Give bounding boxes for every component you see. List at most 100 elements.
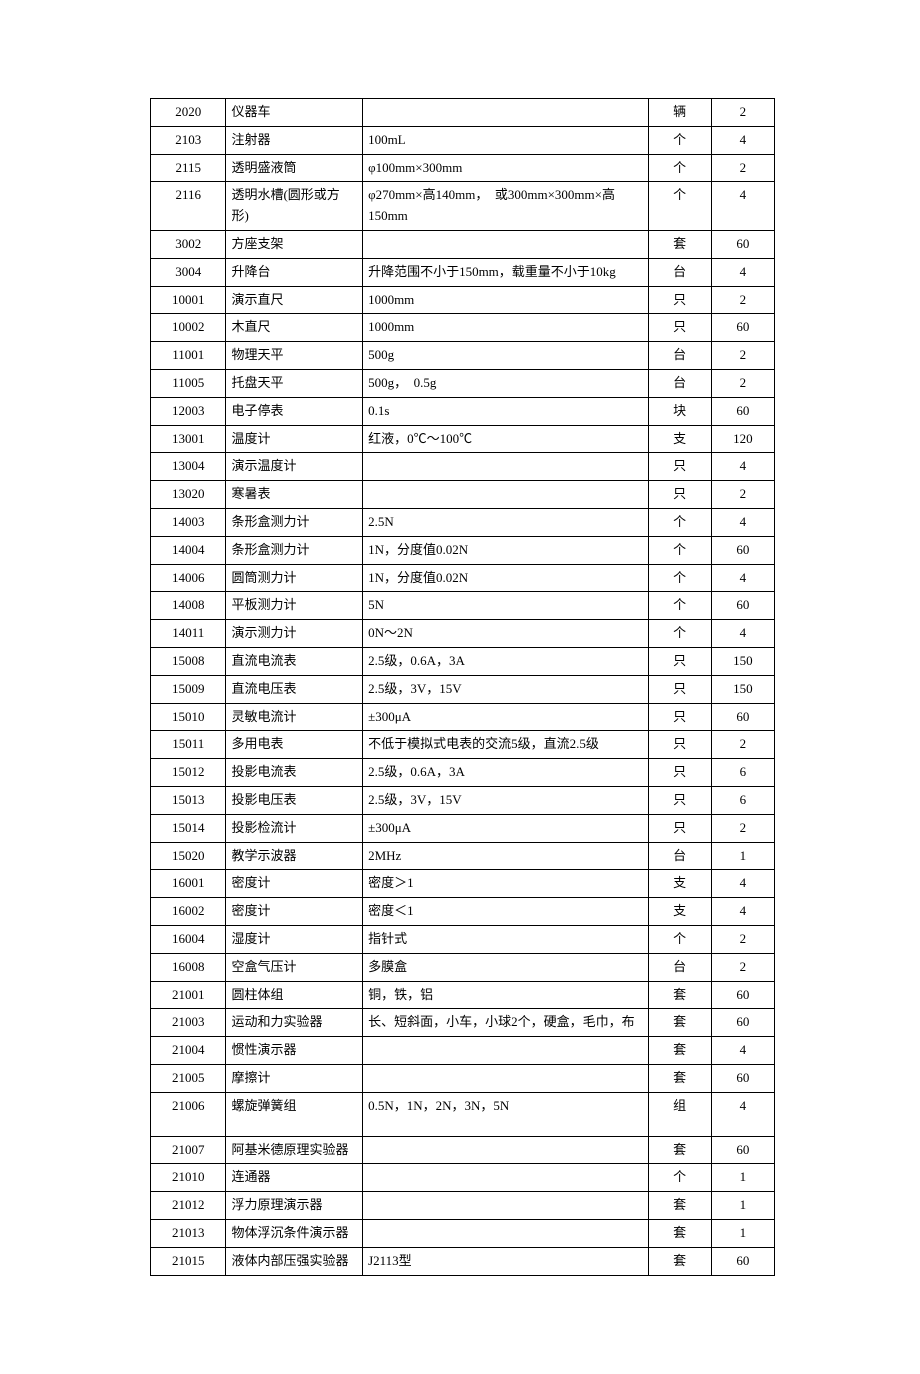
cell-qty: 4 [711, 182, 774, 231]
cell-unit: 只 [648, 453, 711, 481]
cell-name: 透明盛液筒 [226, 154, 363, 182]
cell-spec [363, 1220, 648, 1248]
cell-name: 空盒气压计 [226, 953, 363, 981]
table-row: 14004条形盒测力计1N，分度值0.02N个60 [151, 536, 775, 564]
cell-id: 2103 [151, 126, 226, 154]
cell-spec [363, 453, 648, 481]
cell-spec: ±300μA [363, 814, 648, 842]
cell-unit: 只 [648, 786, 711, 814]
cell-qty: 60 [711, 981, 774, 1009]
cell-unit: 套 [648, 1192, 711, 1220]
cell-id: 16008 [151, 953, 226, 981]
cell-unit: 套 [648, 1037, 711, 1065]
table-row: 15009直流电压表2.5级，3V，15V只150 [151, 675, 775, 703]
cell-spec: 100mL [363, 126, 648, 154]
cell-qty: 4 [711, 508, 774, 536]
cell-unit: 个 [648, 154, 711, 182]
table-row: 2116透明水槽(圆形或方形)φ270mm×高140mm， 或300mm×300… [151, 182, 775, 231]
table-row: 11001物理天平500g台2 [151, 342, 775, 370]
cell-name: 方座支架 [226, 230, 363, 258]
cell-id: 16004 [151, 925, 226, 953]
table-row: 21007阿基米德原理实验器套60 [151, 1136, 775, 1164]
cell-spec: 2.5级，3V，15V [363, 786, 648, 814]
cell-name: 电子停表 [226, 397, 363, 425]
cell-name: 投影电流表 [226, 759, 363, 787]
table-row: 15012投影电流表2.5级，0.6A，3A只6 [151, 759, 775, 787]
cell-qty: 2 [711, 99, 774, 127]
cell-qty: 150 [711, 675, 774, 703]
cell-unit: 个 [648, 508, 711, 536]
cell-unit: 支 [648, 870, 711, 898]
cell-qty: 2 [711, 731, 774, 759]
cell-unit: 套 [648, 981, 711, 1009]
cell-id: 14008 [151, 592, 226, 620]
cell-qty: 60 [711, 397, 774, 425]
cell-id: 14011 [151, 620, 226, 648]
cell-unit: 支 [648, 898, 711, 926]
cell-qty: 4 [711, 898, 774, 926]
cell-id: 13001 [151, 425, 226, 453]
cell-id: 15020 [151, 842, 226, 870]
cell-id: 21003 [151, 1009, 226, 1037]
cell-name: 升降台 [226, 258, 363, 286]
cell-spec: 1N，分度值0.02N [363, 536, 648, 564]
cell-spec [363, 1136, 648, 1164]
cell-qty: 4 [711, 258, 774, 286]
table-row: 21004惯性演示器套4 [151, 1037, 775, 1065]
cell-id: 21012 [151, 1192, 226, 1220]
cell-spec: 5N [363, 592, 648, 620]
cell-spec [363, 1192, 648, 1220]
cell-qty: 60 [711, 1009, 774, 1037]
table-row: 2103注射器100mL个4 [151, 126, 775, 154]
table-row: 13001温度计红液，0℃～100℃支120 [151, 425, 775, 453]
cell-spec: 500g， 0.5g [363, 369, 648, 397]
cell-unit: 个 [648, 1164, 711, 1192]
cell-unit: 台 [648, 258, 711, 286]
cell-name: 演示测力计 [226, 620, 363, 648]
cell-unit: 个 [648, 620, 711, 648]
cell-qty: 1 [711, 1192, 774, 1220]
cell-id: 21010 [151, 1164, 226, 1192]
cell-id: 2116 [151, 182, 226, 231]
table-row: 21001圆柱体组铜，铁，铝套60 [151, 981, 775, 1009]
cell-name: 条形盒测力计 [226, 536, 363, 564]
table-row: 21005摩擦计套60 [151, 1064, 775, 1092]
cell-id: 16002 [151, 898, 226, 926]
cell-name: 螺旋弹簧组 [226, 1092, 363, 1136]
cell-name: 圆柱体组 [226, 981, 363, 1009]
cell-name: 演示直尺 [226, 286, 363, 314]
cell-name: 投影电压表 [226, 786, 363, 814]
cell-id: 15011 [151, 731, 226, 759]
cell-name: 托盘天平 [226, 369, 363, 397]
cell-spec: 多膜盒 [363, 953, 648, 981]
table-row: 16002密度计密度＜1支4 [151, 898, 775, 926]
table-row: 15014投影检流计±300μA只2 [151, 814, 775, 842]
cell-id: 3004 [151, 258, 226, 286]
cell-spec: φ100mm×300mm [363, 154, 648, 182]
table-row: 21006螺旋弹簧组0.5N，1N，2N，3N，5N组4 [151, 1092, 775, 1136]
cell-qty: 60 [711, 314, 774, 342]
table-row: 15020教学示波器2MHz台1 [151, 842, 775, 870]
cell-unit: 台 [648, 842, 711, 870]
cell-spec [363, 481, 648, 509]
cell-unit: 辆 [648, 99, 711, 127]
cell-unit: 套 [648, 1064, 711, 1092]
cell-qty: 2 [711, 481, 774, 509]
cell-qty: 60 [711, 1064, 774, 1092]
cell-spec: 铜，铁，铝 [363, 981, 648, 1009]
cell-qty: 2 [711, 925, 774, 953]
cell-qty: 4 [711, 453, 774, 481]
cell-qty: 1 [711, 1164, 774, 1192]
cell-qty: 6 [711, 759, 774, 787]
cell-unit: 台 [648, 342, 711, 370]
cell-spec: 0N～2N [363, 620, 648, 648]
cell-name: 仪器车 [226, 99, 363, 127]
cell-spec [363, 1164, 648, 1192]
cell-spec: 2MHz [363, 842, 648, 870]
cell-unit: 套 [648, 1220, 711, 1248]
cell-unit: 套 [648, 1009, 711, 1037]
cell-qty: 60 [711, 230, 774, 258]
table-row: 16008空盒气压计多膜盒台2 [151, 953, 775, 981]
cell-unit: 个 [648, 536, 711, 564]
cell-id: 15009 [151, 675, 226, 703]
